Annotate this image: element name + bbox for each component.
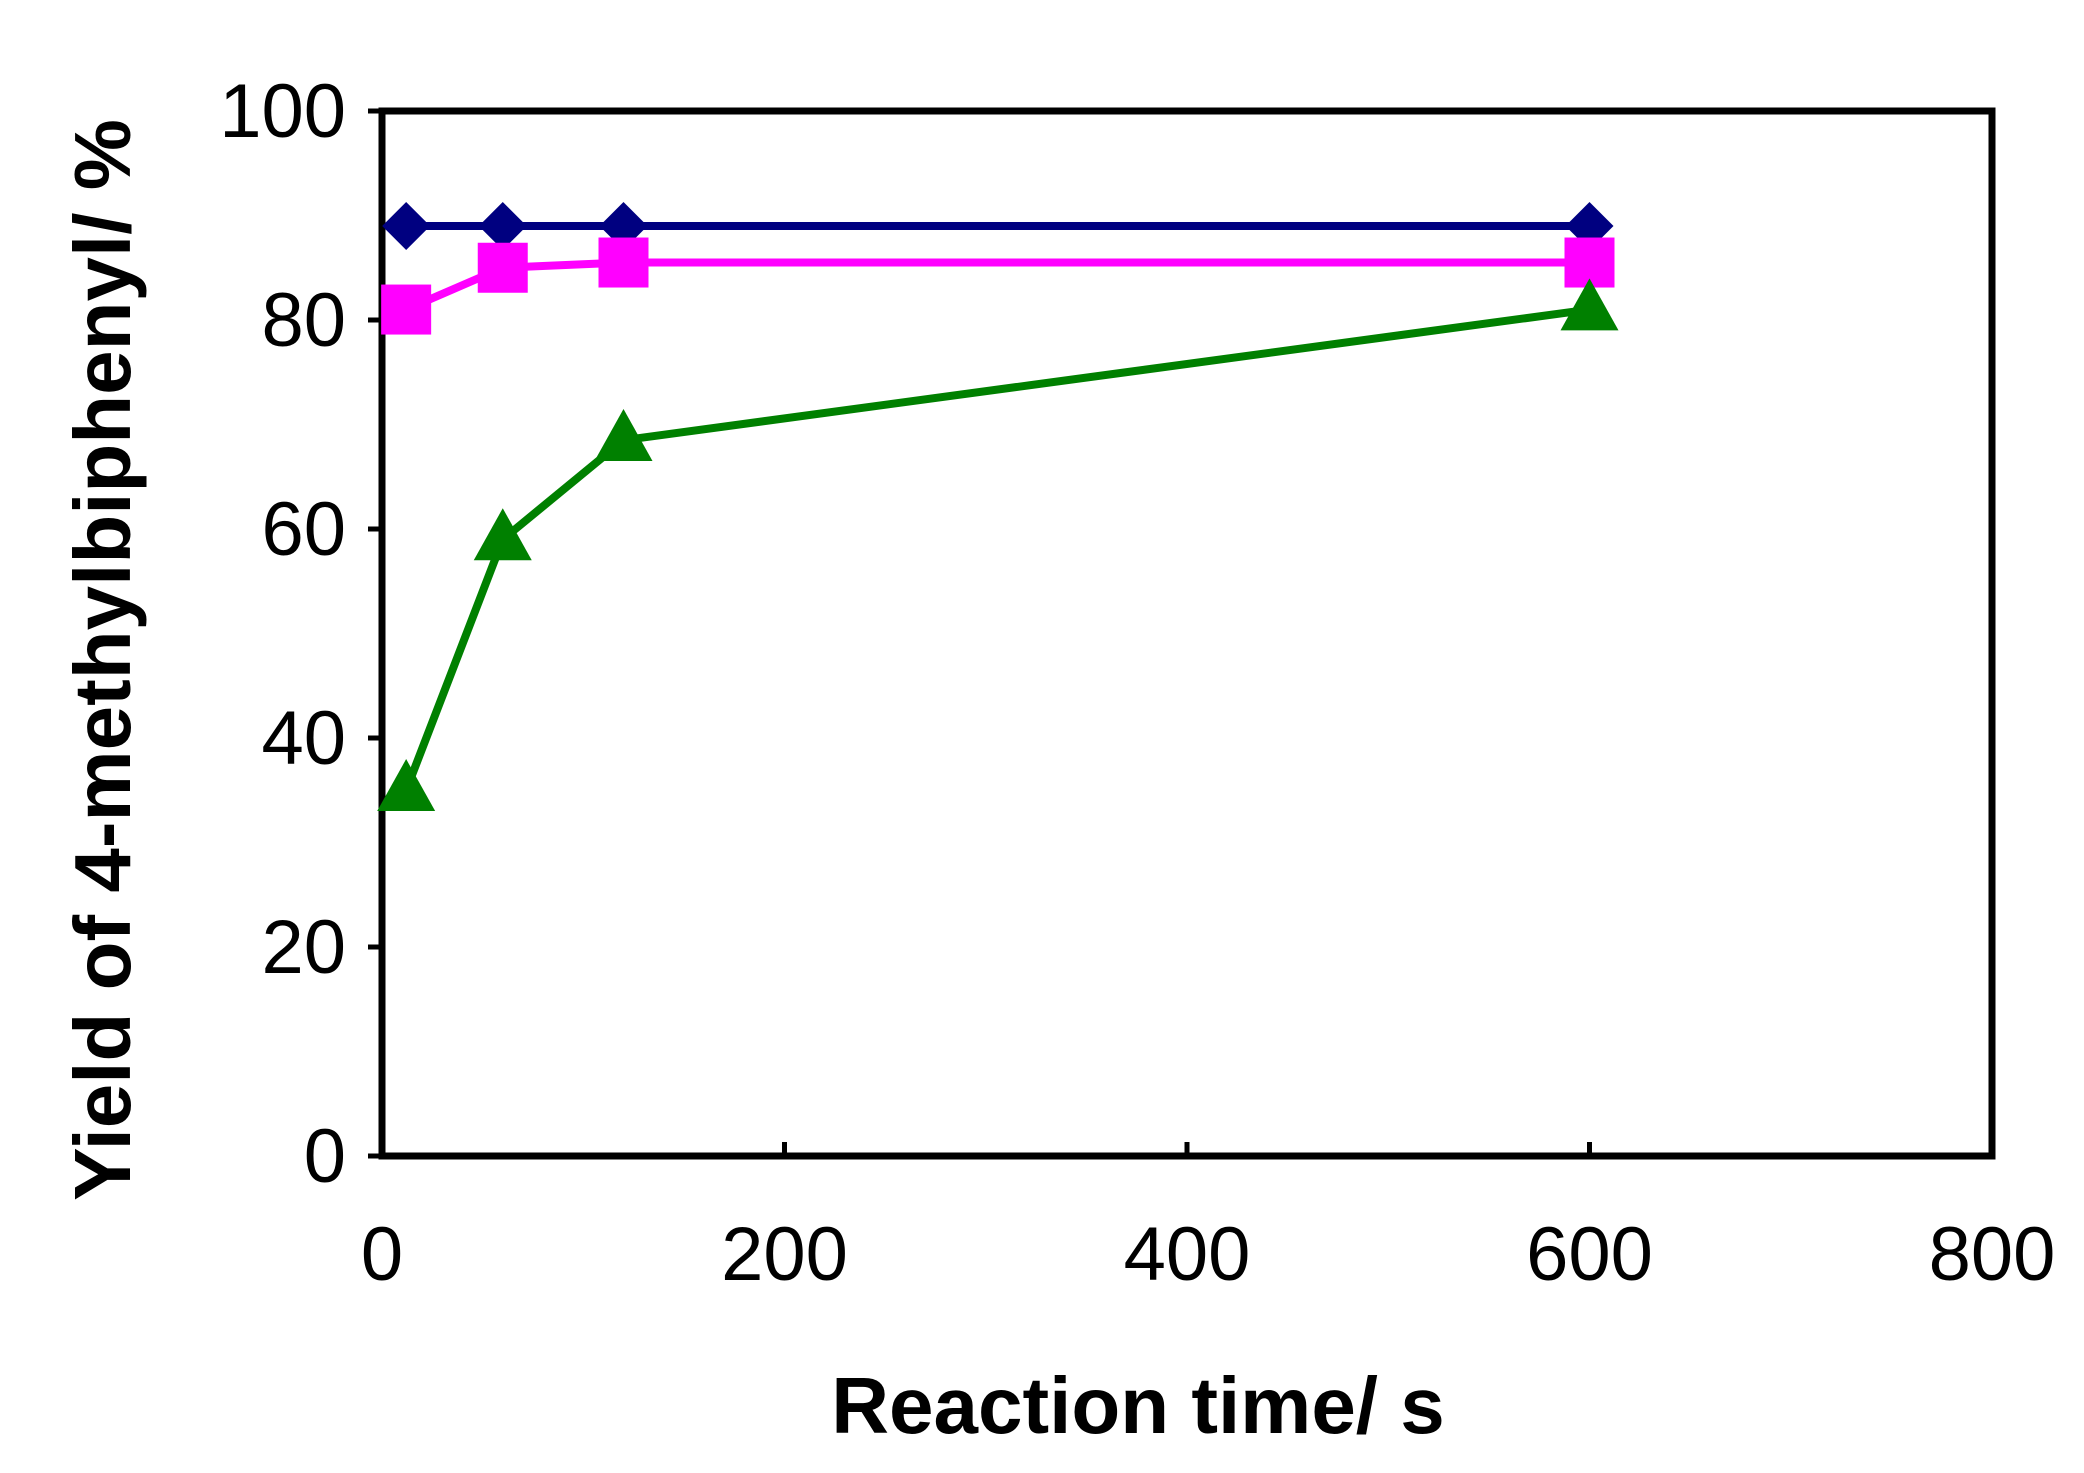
data-point-square [598, 237, 649, 288]
series-m5 [381, 237, 1615, 335]
x-tick-label: 400 [1124, 1212, 1251, 1297]
series-m6 [377, 278, 1619, 812]
y-tick-label: 80 [261, 278, 346, 363]
axes: 0 20 40 60 80 100 0 200 400 600 800 [219, 69, 2055, 1297]
x-tick-label: 0 [361, 1212, 403, 1297]
y-tick-label: 100 [219, 69, 346, 154]
y-tick-label: 20 [261, 905, 346, 990]
y-axis-title: Yield of 4-methylbiphenyl/ % [58, 119, 147, 1201]
data-point-triangle [473, 508, 532, 561]
x-tick-label: 600 [1526, 1212, 1653, 1297]
data-point-triangle [377, 759, 436, 812]
series-line-m5 [404, 258, 1590, 314]
y-tick-label: 40 [261, 696, 346, 781]
series-m1 [382, 201, 1614, 250]
data-point-square [477, 242, 528, 293]
data-point-triangle [1560, 278, 1619, 331]
x-tick-label: 800 [1929, 1212, 2056, 1297]
y-tick-label: 0 [304, 1114, 346, 1199]
data-point-square [381, 284, 432, 335]
series-group [377, 201, 1619, 812]
x-tick-label: 200 [721, 1212, 848, 1297]
series-line-m6 [402, 305, 1591, 792]
data-point-diamond [382, 201, 431, 250]
data-point-diamond [478, 201, 527, 250]
x-axis-title: Reaction time/ s [831, 1361, 1445, 1450]
y-tick-label: 60 [261, 487, 346, 572]
data-point-triangle [594, 408, 653, 461]
